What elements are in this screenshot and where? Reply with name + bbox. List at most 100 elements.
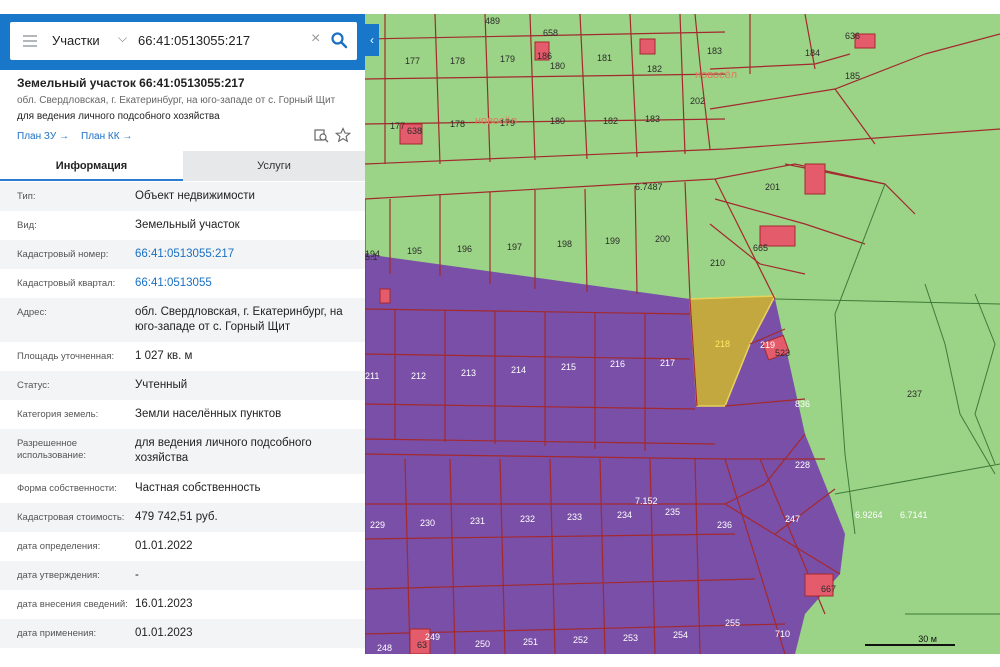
parcel-label: 235 bbox=[665, 507, 680, 517]
info-panel: Участки ⌵ 66:41:0513055:217 × Земельный … bbox=[0, 14, 365, 654]
row-value: Объект недвижимости bbox=[135, 190, 255, 202]
parcel-label: 249 bbox=[425, 632, 440, 642]
info-row: Форма собственности: Частная собственнос… bbox=[0, 474, 365, 503]
parcel-label: 255 bbox=[725, 618, 740, 628]
parcel-label: 199 bbox=[605, 236, 620, 246]
info-row: Категория земель: Земли населённых пункт… bbox=[0, 400, 365, 429]
scale-line bbox=[865, 644, 955, 646]
parcel-label: 234 bbox=[617, 510, 632, 520]
watermark-text: новосёл bbox=[475, 115, 517, 127]
parcel-label: 217 bbox=[660, 358, 675, 368]
parcel-purpose: для ведения личного подсобного хозяйства bbox=[17, 111, 220, 122]
parcel-label: 198 bbox=[557, 239, 572, 249]
parcel-label: 636 bbox=[845, 31, 860, 41]
star-icon[interactable] bbox=[335, 127, 351, 143]
scale-label: 30 м bbox=[918, 634, 937, 644]
parcel-label: 230 bbox=[420, 518, 435, 528]
row-value: 1 027 кв. м bbox=[135, 350, 193, 362]
tab-services[interactable]: Услуги bbox=[183, 151, 365, 181]
row-value: Учтенный bbox=[135, 379, 188, 391]
search-box[interactable]: Участки ⌵ 66:41:0513055:217 × bbox=[10, 22, 357, 60]
cadastral-number-link[interactable]: 66:41:0513055:217 bbox=[135, 248, 235, 260]
row-value-line: хозяйства bbox=[135, 452, 189, 464]
tab-bar: Информация Услуги bbox=[0, 151, 365, 181]
row-label: дата утверждения: bbox=[17, 570, 100, 581]
close-icon[interactable]: × bbox=[311, 30, 321, 47]
row-label-line: использование: bbox=[17, 450, 87, 461]
search-input[interactable]: 66:41:0513055:217 bbox=[138, 33, 251, 48]
parcel-label: 216 bbox=[610, 359, 625, 369]
row-value: - bbox=[135, 569, 139, 581]
bottom-margin bbox=[0, 654, 1000, 667]
row-label-line: Разрешенное bbox=[17, 438, 78, 449]
row-label: Тип: bbox=[17, 191, 36, 202]
row-value-line: обл. Свердловская, г. Екатеринбург, на bbox=[135, 306, 343, 318]
parcel-label: 219 bbox=[760, 340, 775, 350]
row-label: Статус: bbox=[17, 380, 50, 391]
parcel-label: 195 bbox=[407, 246, 422, 256]
parcel-label: 218 bbox=[715, 339, 730, 349]
parcel-title: Земельный участок 66:41:0513055:217 bbox=[17, 76, 245, 90]
parcel-label: 214 bbox=[511, 365, 526, 375]
copy-search-icon[interactable] bbox=[313, 127, 329, 143]
parcel-label: 186 bbox=[537, 51, 552, 61]
parcel-label: 202 bbox=[690, 96, 705, 106]
map-scale-bar: 30 м bbox=[865, 634, 955, 648]
tab-info[interactable]: Информация bbox=[0, 151, 183, 181]
parcel-label: 229 bbox=[370, 520, 385, 530]
parcel-label: 197 bbox=[507, 242, 522, 252]
parcel-label: 212 bbox=[411, 371, 426, 381]
parcel-label: 5.1 bbox=[365, 252, 378, 262]
cadastral-quarter-link[interactable]: 66:41:0513055 bbox=[135, 277, 212, 289]
parcel-label: 233 bbox=[567, 512, 582, 522]
parcel-label: 210 bbox=[710, 258, 725, 268]
parcel-label: 252 bbox=[573, 635, 588, 645]
row-value: Земли населённых пунктов bbox=[135, 408, 282, 420]
parcel-label: 180 bbox=[550, 116, 565, 126]
parcel-label: 179 bbox=[500, 118, 515, 128]
parcel-label: 63 bbox=[417, 640, 427, 650]
row-label: Категория земель: bbox=[17, 409, 99, 420]
row-value: 479 742,51 руб. bbox=[135, 511, 218, 523]
block-label: 6.7487 bbox=[635, 182, 663, 192]
map-canvas[interactable]: 177 178 179 180 181 182 183 184 185 177 … bbox=[365, 14, 1000, 654]
plan-kk-link[interactable]: План КК → bbox=[81, 131, 133, 142]
watermark-text: новосёл bbox=[695, 69, 737, 81]
plan-zu-link[interactable]: План ЗУ → bbox=[17, 131, 69, 142]
parcel-label: 215 bbox=[561, 362, 576, 372]
parcel-label: 667 bbox=[821, 584, 836, 594]
parcel-label: 658 bbox=[543, 28, 558, 38]
row-label: Площадь уточненная: bbox=[17, 351, 115, 362]
cadastral-map[interactable]: 177 178 179 180 181 182 183 184 185 177 … bbox=[365, 14, 1000, 654]
info-row: Разрешенное использование: для ведения л… bbox=[0, 429, 365, 474]
search-icon[interactable] bbox=[330, 31, 348, 49]
buildings bbox=[379, 33, 876, 654]
chevron-down-icon[interactable]: ⌵ bbox=[118, 31, 128, 45]
info-row: Кадастровый номер: 66:41:0513055:217 bbox=[0, 240, 365, 269]
row-value: Земельный участок bbox=[135, 219, 240, 231]
parcel-label: 183 bbox=[645, 114, 660, 124]
parcel-label: 185 bbox=[845, 71, 860, 81]
row-label: дата определения: bbox=[17, 541, 101, 552]
category-select[interactable]: Участки bbox=[52, 33, 100, 48]
parcel-label: 177 bbox=[390, 121, 405, 131]
menu-icon[interactable] bbox=[23, 35, 37, 47]
row-label: Форма собственности: bbox=[17, 483, 117, 494]
parcel-label: 184 bbox=[805, 48, 820, 58]
row-label: Кадастровая стоимость: bbox=[17, 512, 125, 523]
parcel-label: 180 bbox=[550, 61, 565, 71]
parcel-label: 178 bbox=[450, 119, 465, 129]
info-row: дата утверждения: - bbox=[0, 561, 365, 590]
block-label: 6.9264 bbox=[855, 510, 883, 520]
info-row: Статус: Учтенный bbox=[0, 371, 365, 400]
row-label: Кадастровый номер: bbox=[17, 249, 109, 260]
parcel-label: 236 bbox=[717, 520, 732, 530]
row-value: Частная собственность bbox=[135, 482, 261, 494]
parcel-label: 254 bbox=[673, 630, 688, 640]
row-value: 01.01.2022 bbox=[135, 540, 193, 552]
info-row: Кадастровая стоимость: 479 742,51 руб. bbox=[0, 503, 365, 532]
parcel-label: 183 bbox=[707, 46, 722, 56]
collapse-panel-button[interactable]: ‹ bbox=[365, 24, 379, 56]
parcel-label: 196 bbox=[457, 244, 472, 254]
block-label: 7.152 bbox=[635, 496, 658, 506]
